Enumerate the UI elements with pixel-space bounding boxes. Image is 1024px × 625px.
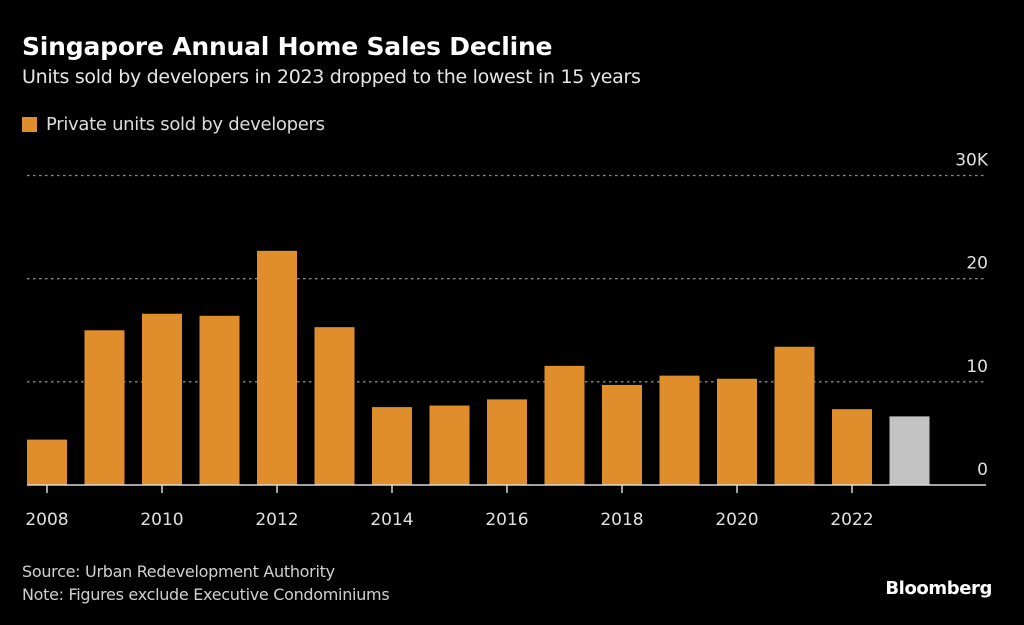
bar-2017 (544, 365, 585, 485)
y-tick-label: 10 (966, 357, 988, 377)
bar-2015 (429, 405, 470, 485)
legend-swatch (22, 117, 37, 132)
bar-2016 (487, 399, 527, 485)
bar-2013 (314, 327, 355, 485)
x-tick-label: 2018 (600, 510, 643, 530)
x-tick-label: 2010 (140, 510, 183, 530)
figures-note: Note: Figures exclude Executive Condomin… (22, 585, 390, 604)
bar-2020 (717, 378, 757, 485)
bar-2009 (84, 330, 125, 485)
x-tick-label: 2020 (715, 510, 758, 530)
x-axis-ticks: 2008 2010 2012 2014 2016 2018 2020 2022 (25, 485, 874, 530)
bar-2008 (27, 439, 67, 485)
gridlines (27, 174, 986, 383)
chart-subtitle: Units sold by developers in 2023 dropped… (22, 66, 641, 88)
legend-label: Private units sold by developers (46, 114, 325, 135)
legend: Private units sold by developers (22, 114, 325, 135)
bloomberg-logo: Bloomberg (885, 578, 992, 599)
y-tick-label: 20 (966, 254, 988, 274)
bar-2019 (659, 375, 700, 485)
x-tick-label: 2014 (370, 510, 413, 530)
bar-2011 (199, 315, 240, 485)
bar-2021 (774, 346, 815, 485)
bar-2022 (832, 409, 872, 485)
bar-2012 (257, 250, 297, 485)
y-tick-label: 30K (955, 151, 989, 171)
bar-2018 (602, 384, 642, 485)
bar-2010 (142, 313, 182, 485)
x-tick-label: 2022 (830, 510, 873, 530)
x-tick-label: 2016 (485, 510, 528, 530)
footer-notes: Source: Urban Redevelopment Authority No… (22, 560, 390, 606)
x-tick-label: 2012 (255, 510, 298, 530)
chart-title: Singapore Annual Home Sales Decline (22, 32, 553, 61)
source-note: Source: Urban Redevelopment Authority (22, 562, 335, 581)
bar-2023 (889, 416, 930, 485)
y-axis-labels: 0 10 20 30K (955, 151, 989, 481)
x-tick-label: 2008 (25, 510, 68, 530)
bar-2014 (372, 407, 412, 485)
y-tick-label: 0 (977, 460, 988, 480)
bars (27, 250, 930, 485)
